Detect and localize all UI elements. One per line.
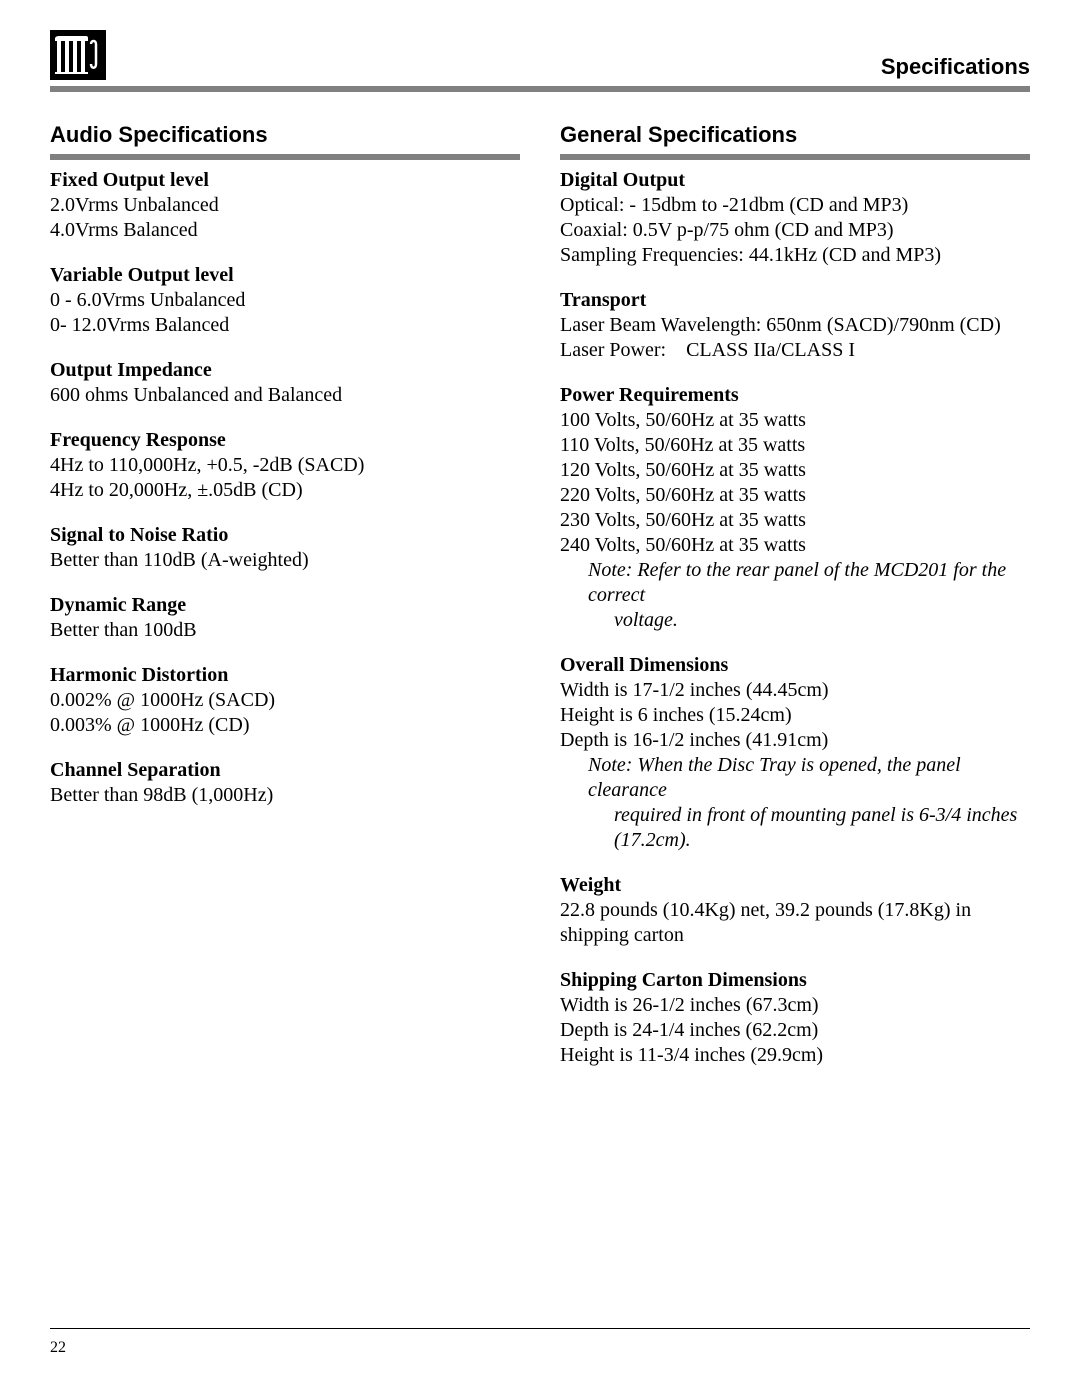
spec-note: Note: Refer to the rear panel of the MCD…	[588, 558, 1030, 608]
spec-value: Sampling Frequencies: 44.1kHz (CD and MP…	[560, 243, 1030, 268]
page-number: 22	[50, 1339, 1030, 1357]
footer-rule	[50, 1328, 1030, 1329]
spec-value: Better than 100dB	[50, 618, 520, 643]
page-footer: 22	[50, 1328, 1030, 1357]
spec-snr: Signal to Noise Ratio Better than 110dB …	[50, 523, 520, 573]
spec-value: 110 Volts, 50/60Hz at 35 watts	[560, 433, 1030, 458]
spec-fixed-output: Fixed Output level 2.0Vrms Unbalanced 4.…	[50, 168, 520, 243]
spec-label: Output Impedance	[50, 359, 212, 381]
spec-value: Coaxial: 0.5V p-p/75 ohm (CD and MP3)	[560, 218, 1030, 243]
general-specs-title: General Specifications	[560, 122, 1030, 148]
spec-power-requirements: Power Requirements 100 Volts, 50/60Hz at…	[560, 383, 1030, 633]
spec-label: Signal to Noise Ratio	[50, 524, 228, 546]
spec-value: 0 - 6.0Vrms Unbalanced	[50, 288, 520, 313]
spec-value: Width is 26-1/2 inches (67.3cm)	[560, 993, 1030, 1018]
spec-dynamic-range: Dynamic Range Better than 100dB	[50, 593, 520, 643]
spec-value: Better than 98dB (1,000Hz)	[50, 783, 520, 808]
spec-label: Overall Dimensions	[560, 654, 728, 676]
spec-label: Harmonic Distortion	[50, 664, 228, 686]
audio-specs-title: Audio Specifications	[50, 122, 520, 148]
spec-value: Better than 110dB (A-weighted)	[50, 548, 520, 573]
spec-value: Depth is 24-1/4 inches (62.2cm)	[560, 1018, 1030, 1043]
spec-value: Depth is 16-1/2 inches (41.91cm)	[560, 728, 1030, 753]
page-title: Specifications	[881, 54, 1030, 80]
spec-digital-output: Digital Output Optical: - 15dbm to -21db…	[560, 168, 1030, 268]
spec-label: Power Requirements	[560, 384, 739, 406]
spec-label: Dynamic Range	[50, 594, 186, 616]
spec-label: Transport	[560, 289, 646, 311]
spec-value: 4.0Vrms Balanced	[50, 218, 520, 243]
spec-value: Width is 17-1/2 inches (44.45cm)	[560, 678, 1030, 703]
spec-value: 0.003% @ 1000Hz (CD)	[50, 713, 520, 738]
spec-variable-output: Variable Output level 0 - 6.0Vrms Unbala…	[50, 263, 520, 338]
spec-transport: Transport Laser Beam Wavelength: 650nm (…	[560, 288, 1030, 363]
spec-value: Height is 11-3/4 inches (29.9cm)	[560, 1043, 1030, 1068]
spec-note: Note: When the Disc Tray is opened, the …	[588, 753, 1030, 803]
spec-output-impedance: Output Impedance 600 ohms Unbalanced and…	[50, 358, 520, 408]
spec-shipping-dimensions: Shipping Carton Dimensions Width is 26-1…	[560, 968, 1030, 1068]
general-specs-rule	[560, 154, 1030, 160]
header-rule	[50, 86, 1030, 92]
spec-label: Channel Separation	[50, 759, 221, 781]
spec-note: voltage.	[614, 608, 1030, 633]
spec-frequency-response: Frequency Response 4Hz to 110,000Hz, +0.…	[50, 428, 520, 503]
spec-value: 4Hz to 110,000Hz, +0.5, -2dB (SACD)	[50, 453, 520, 478]
spec-value: 0- 12.0Vrms Balanced	[50, 313, 520, 338]
spec-label: Weight	[560, 874, 621, 896]
spec-value: 0.002% @ 1000Hz (SACD)	[50, 688, 520, 713]
left-column: Audio Specifications Fixed Output level …	[50, 122, 520, 1088]
right-column: General Specifications Digital Output Op…	[560, 122, 1030, 1088]
spec-weight: Weight 22.8 pounds (10.4Kg) net, 39.2 po…	[560, 873, 1030, 948]
spec-value: 2.0Vrms Unbalanced	[50, 193, 520, 218]
spec-value: 22.8 pounds (10.4Kg) net, 39.2 pounds (1…	[560, 898, 1030, 948]
spec-label: Fixed Output level	[50, 169, 209, 191]
spec-channel-separation: Channel Separation Better than 98dB (1,0…	[50, 758, 520, 808]
spec-harmonic-distortion: Harmonic Distortion 0.002% @ 1000Hz (SAC…	[50, 663, 520, 738]
spec-value: Height is 6 inches (15.24cm)	[560, 703, 1030, 728]
spec-value: Optical: - 15dbm to -21dbm (CD and MP3)	[560, 193, 1030, 218]
page-header: Specifications	[50, 30, 1030, 80]
spec-label: Digital Output	[560, 169, 685, 191]
audio-specs-rule	[50, 154, 520, 160]
spec-note: required in front of mounting panel is 6…	[614, 803, 1030, 828]
spec-value: 120 Volts, 50/60Hz at 35 watts	[560, 458, 1030, 483]
spec-value: 240 Volts, 50/60Hz at 35 watts	[560, 533, 1030, 558]
spec-label: Shipping Carton Dimensions	[560, 969, 807, 991]
spec-value: 220 Volts, 50/60Hz at 35 watts	[560, 483, 1030, 508]
spec-label: Frequency Response	[50, 429, 226, 451]
spec-value: 100 Volts, 50/60Hz at 35 watts	[560, 408, 1030, 433]
spec-value: 4Hz to 20,000Hz, ±.05dB (CD)	[50, 478, 520, 503]
spec-label: Variable Output level	[50, 264, 234, 286]
spec-overall-dimensions: Overall Dimensions Width is 17-1/2 inche…	[560, 653, 1030, 853]
spec-value: Laser Power: CLASS IIa/CLASS I	[560, 338, 1030, 363]
content-columns: Audio Specifications Fixed Output level …	[50, 122, 1030, 1088]
spec-value: Laser Beam Wavelength: 650nm (SACD)/790n…	[560, 313, 1030, 338]
brand-logo	[50, 30, 106, 80]
spec-value: 230 Volts, 50/60Hz at 35 watts	[560, 508, 1030, 533]
spec-note: (17.2cm).	[614, 828, 1030, 853]
spec-value: 600 ohms Unbalanced and Balanced	[50, 383, 520, 408]
